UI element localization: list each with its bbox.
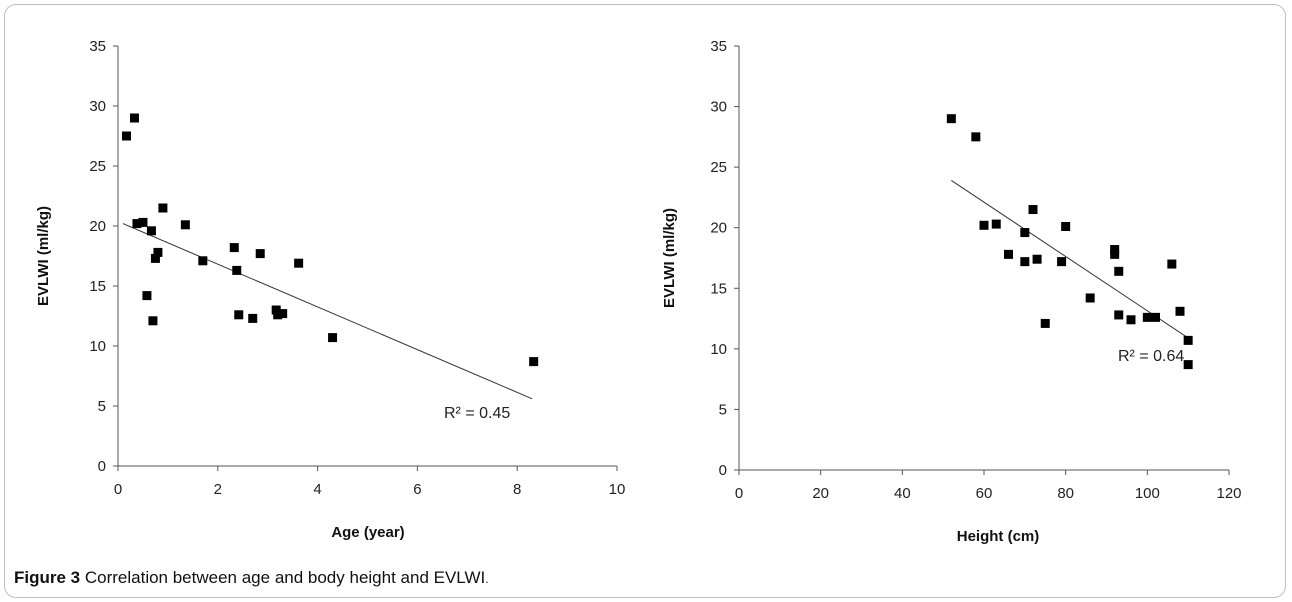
chart-0-data-point (278, 309, 288, 319)
chart-0-data-point (158, 203, 168, 213)
chart-1-data-point (1085, 293, 1095, 303)
chart-1-x-tick-label: 0 (735, 485, 743, 502)
chart-0-data-point (153, 247, 163, 257)
chart-0-y-tick-label: 0 (98, 458, 106, 475)
chart-0-y-tick-label: 15 (89, 278, 106, 295)
chart-0-x-tick-label: 6 (413, 481, 421, 498)
chart-1-data-point (1114, 310, 1124, 320)
chart-0-x-tick-label: 10 (609, 481, 626, 498)
chart-0-data-point (150, 253, 160, 263)
chart-0-data-point (198, 256, 208, 266)
chart-1-data-point (1020, 257, 1030, 267)
figure-caption-text: Correlation between age and body height … (84, 568, 486, 587)
chart-1-data-point (1167, 259, 1177, 269)
chart-1-x-tick-label: 20 (812, 485, 829, 502)
chart-1-y-tick-label: 15 (710, 280, 727, 297)
chart-0-data-point (142, 291, 152, 301)
chart-0-data-point (294, 258, 304, 268)
chart-0-y-axis-title: EVLWI (ml/kg) (35, 206, 52, 306)
chart-1-y-tick-label: 5 (719, 401, 727, 418)
chart-1-x-tick-label: 80 (1057, 485, 1074, 502)
chart-0-x-tick-label: 4 (313, 481, 321, 498)
chart-1-data-point (1126, 315, 1136, 325)
chart-1-data-point (1151, 312, 1160, 322)
chart-age: 0 5 10 15 20 25 30 35 0 2 4 6 8 10 Age (year) EVLWI (ml… (0, 0, 646, 560)
chart-0-data-point (129, 113, 139, 123)
chart-1-data-point (1110, 245, 1120, 255)
chart-1-data-point (1057, 257, 1067, 267)
chart-0-data-point (132, 219, 142, 229)
chart-0-data-point (232, 265, 242, 275)
chart-0-data-point (248, 313, 258, 323)
chart-1-x-tick-label: 40 (894, 485, 911, 502)
chart-0-y-tick-label: 25 (89, 158, 106, 175)
chart-0-data-point (328, 333, 338, 343)
chart-1-data-point (946, 114, 956, 124)
chart-0-data-point (529, 357, 539, 367)
chart-1-x-axis-title: Height (cm) (957, 528, 1040, 545)
chart-0-data-point (180, 220, 190, 230)
chart-1-y-axis-title: EVLWI (ml/kg) (661, 208, 678, 308)
chart-0-y-tick-label: 20 (89, 218, 106, 235)
chart-0-data-point (255, 249, 265, 259)
chart-0-data-point (273, 310, 283, 320)
chart-1-data-point (979, 220, 989, 230)
chart-0-data-point (234, 310, 244, 320)
chart-1-data-point (1061, 222, 1071, 232)
figure-caption: Figure 3 Correlation between age and bod… (14, 568, 489, 588)
chart-1-data-point (1183, 335, 1193, 345)
chart-height-svg: 0 5 10 15 20 25 30 35 0 20 40 60 80 100 120 Height (cm)… (661, 38, 1242, 545)
figure-caption-end: . (485, 572, 489, 586)
chart-0-data-point (271, 305, 281, 315)
chart-1-x-tick-label: 60 (976, 485, 993, 502)
chart-1-y-tick-label: 35 (710, 38, 727, 55)
chart-1-data-point (1175, 306, 1185, 316)
chart-1-trendline (951, 180, 1189, 339)
chart-0-y-tick-label: 30 (89, 98, 106, 115)
chart-1-y-tick-label: 30 (710, 99, 727, 116)
chart-1-data-point (1114, 266, 1124, 276)
chart-1-y-tick-label: 25 (710, 159, 727, 176)
chart-1-x-tick-label: 100 (1135, 485, 1160, 502)
chart-1-data-point (1020, 228, 1030, 238)
figure-caption-label: Figure 3 (14, 568, 81, 587)
chart-1-x-tick-label: 120 (1216, 485, 1241, 502)
chart-1-data-point (991, 219, 1001, 229)
chart-1-data-point (1040, 318, 1050, 328)
chart-1-y-tick-label: 10 (710, 341, 727, 358)
figure-frame (4, 4, 1286, 598)
chart-1-y-tick-label: 20 (710, 220, 727, 237)
chart-1-data-point (971, 132, 981, 142)
chart-1-data-point (1110, 249, 1120, 259)
chart-0-data-point (146, 226, 156, 236)
chart-0-y-tick-label: 35 (89, 38, 106, 55)
chart-0-data-point (229, 243, 239, 253)
chart-0-y-tick-label: 10 (89, 338, 106, 355)
chart-0-data-point (148, 316, 158, 326)
chart-0-x-tick-label: 0 (114, 481, 122, 498)
chart-0-x-axis-title: Age (year) (331, 524, 404, 541)
chart-0-x-tick-label: 2 (214, 481, 222, 498)
chart-1-r-squared-label: R² = 0.64 (1118, 348, 1184, 365)
chart-0-r-squared-label: R² = 0.45 (444, 405, 510, 422)
chart-height: 0 5 10 15 20 25 30 35 0 20 40 60 80 100 120 Height (cm)… (646, 0, 1292, 560)
chart-1-y-tick-label: 0 (719, 462, 727, 479)
chart-0-x-tick-label: 8 (513, 481, 521, 498)
chart-0-trendline (122, 223, 533, 400)
chart-0-data-point (138, 217, 148, 227)
chart-0-data-point (121, 131, 131, 141)
chart-1-data-point (1183, 360, 1193, 370)
chart-0-y-tick-label: 5 (98, 398, 106, 415)
chart-1-data-point (1032, 254, 1042, 264)
chart-age-svg: 0 5 10 15 20 25 30 35 0 2 4 6 8 10 Age (year) EVLWI (ml… (35, 38, 626, 541)
chart-1-data-point (1142, 312, 1152, 322)
chart-1-data-point (1004, 249, 1013, 259)
chart-1-data-point (1028, 205, 1038, 215)
